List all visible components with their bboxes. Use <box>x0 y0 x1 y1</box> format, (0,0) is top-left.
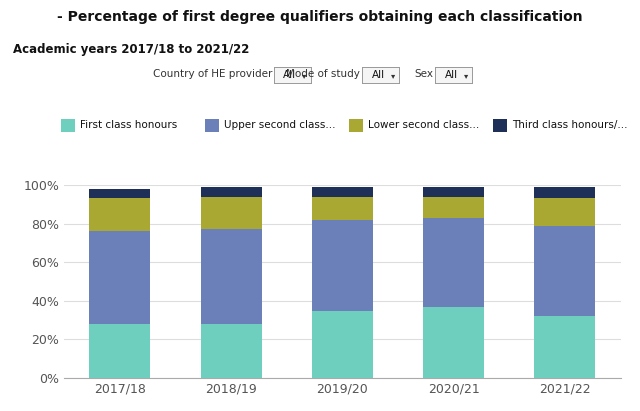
Bar <box>200 229 262 324</box>
Bar <box>312 196 373 220</box>
Bar <box>312 311 373 378</box>
Bar <box>90 324 150 378</box>
Bar <box>423 218 484 307</box>
Bar <box>423 196 484 218</box>
Text: ▾: ▾ <box>302 71 307 80</box>
Text: - Percentage of first degree qualifiers obtaining each classification: - Percentage of first degree qualifiers … <box>57 10 583 24</box>
Text: Third class honours/...: Third class honours/... <box>512 120 627 130</box>
Text: Mode of study: Mode of study <box>287 69 360 79</box>
Bar <box>423 307 484 378</box>
Text: Country of HE provider: Country of HE provider <box>152 69 272 79</box>
Text: All: All <box>445 70 458 80</box>
Bar <box>90 189 150 199</box>
Bar <box>534 226 595 316</box>
Bar <box>312 220 373 311</box>
Text: First class honours: First class honours <box>80 120 177 130</box>
Text: ▾: ▾ <box>463 71 468 80</box>
Bar <box>200 187 262 196</box>
Bar <box>200 196 262 229</box>
Text: Sex: Sex <box>414 69 433 79</box>
Bar <box>90 199 150 231</box>
Bar <box>200 324 262 378</box>
Bar <box>534 316 595 378</box>
Bar <box>534 187 595 199</box>
Text: All: All <box>283 70 296 80</box>
Text: Lower second class...: Lower second class... <box>368 120 479 130</box>
Bar <box>423 187 484 196</box>
Bar <box>90 231 150 324</box>
Text: Academic years 2017/18 to 2021/22: Academic years 2017/18 to 2021/22 <box>13 43 249 56</box>
Text: ▾: ▾ <box>390 71 395 80</box>
Bar <box>534 199 595 226</box>
Text: All: All <box>371 70 385 80</box>
Bar <box>312 187 373 196</box>
Text: Upper second class...: Upper second class... <box>224 120 335 130</box>
